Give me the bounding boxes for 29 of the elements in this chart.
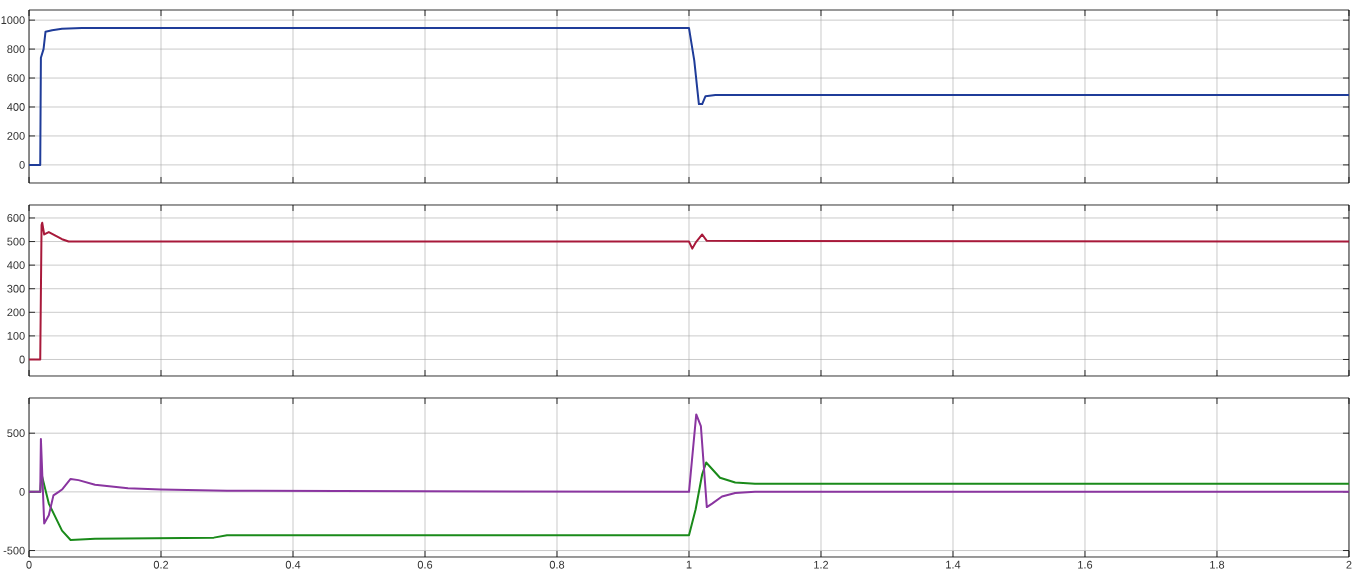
y-tick-label: 800 [7,45,25,53]
y-tick-label: 200 [7,132,25,140]
y-tick-label: 300 [7,284,25,293]
y-tick-label: 500 [7,429,25,438]
x-tick-label: 0.6 [417,560,433,569]
line-series [29,221,1349,361]
x-tick-label: 1.8 [1210,560,1225,569]
y-tick-label: 400 [7,103,25,111]
x-tick-label: 0.8 [549,560,565,569]
x-tick-label: 0 [26,560,32,569]
x-tick-label: 1.4 [946,560,961,569]
y-tick-label: 600 [7,74,25,82]
y-tick-label: 1000 [1,16,25,25]
y-tick-label: 0 [19,355,25,364]
y-tick-label: 600 [7,214,25,222]
y-tick-label: 0 [19,161,25,169]
x-tick-label: 1 [686,560,692,569]
x-tick-label: 0.4 [285,560,301,569]
y-tick-label: 0 [19,487,25,496]
y-tick-label: 100 [7,332,25,340]
y-tick-label: 400 [7,261,25,270]
x-tick-label: 1.2 [814,560,829,569]
x-tick-label: 0.2 [153,560,169,569]
y-tick-label: 500 [7,237,25,246]
y-tick-label: -500 [3,546,25,555]
line-series [29,413,1349,525]
x-tick-label: 1.6 [1078,560,1093,569]
y-tick-label: 200 [7,308,25,317]
x-tick-label: 2 [1346,560,1352,569]
